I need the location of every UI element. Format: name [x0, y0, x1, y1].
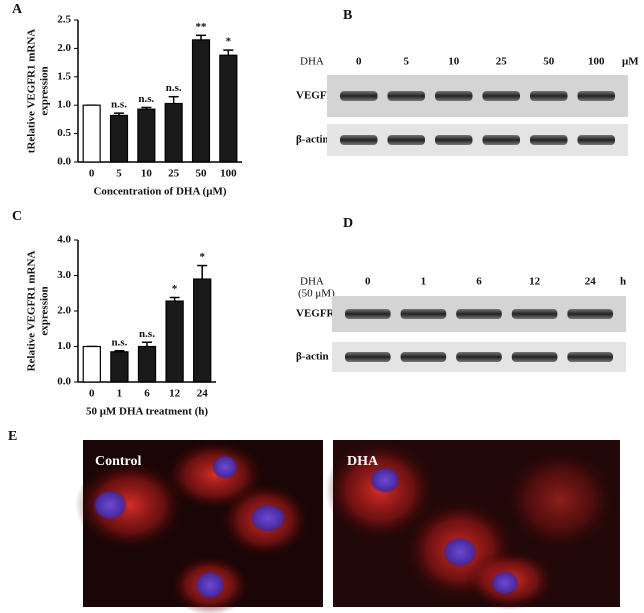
- y-tick-label: 2.5: [57, 14, 71, 26]
- y-tick-label: 1.5: [57, 70, 71, 82]
- bar: [109, 114, 129, 163]
- y-tick-label: 2.0: [57, 305, 71, 317]
- dose-label: (50 μM): [298, 288, 335, 300]
- panel-label: A: [12, 2, 23, 17]
- lane-label: 0: [356, 56, 362, 68]
- bar: [82, 345, 101, 383]
- blot-band: [400, 309, 447, 319]
- x-tick-label: 1: [117, 388, 123, 400]
- row-label: β-actin: [296, 351, 329, 363]
- lane-label: 12: [529, 276, 541, 288]
- lane-label: 6: [476, 276, 482, 288]
- x-tick-label: 12: [169, 388, 181, 400]
- blot-band: [345, 352, 391, 362]
- blot-band: [400, 352, 447, 362]
- panel-label: E: [8, 429, 17, 444]
- lane-label: 5: [404, 56, 410, 68]
- significance-label: *: [172, 283, 178, 295]
- significance-label: *: [199, 251, 205, 263]
- x-tick-label: 25: [168, 168, 180, 180]
- x-tick-label: 0: [89, 168, 95, 180]
- significance-label: n.s.: [111, 99, 127, 111]
- significance-label: *: [226, 36, 232, 48]
- blot-band: [387, 135, 425, 145]
- y-tick-label: 1.0: [57, 99, 71, 111]
- x-axis-label: Concentration of DHA (μM): [93, 186, 226, 198]
- y-tick-label: 2.0: [57, 42, 71, 54]
- blot-band: [387, 91, 425, 101]
- blot-band: [511, 352, 558, 362]
- image-label: Control: [95, 454, 142, 469]
- blot-band: [435, 91, 473, 101]
- blot-band: [567, 309, 613, 319]
- row-label: β-actin: [296, 134, 329, 146]
- treatment-label: DHA: [300, 56, 324, 68]
- bar: [137, 108, 156, 163]
- unit-label: μM: [622, 56, 639, 68]
- bar: [82, 104, 101, 163]
- unit-label: h: [620, 276, 626, 288]
- significance-label: n.s.: [111, 336, 127, 348]
- lane-label: 0: [365, 276, 371, 288]
- lane-label: 25: [496, 56, 508, 68]
- lane-label: 50: [543, 56, 555, 68]
- x-axis-label: 50 μM DHA treatment (h): [86, 406, 208, 418]
- blot-band: [456, 352, 502, 362]
- blot-band: [340, 135, 378, 145]
- y-tick-label: 3.0: [57, 269, 71, 281]
- x-tick-label: 100: [220, 168, 237, 180]
- blot-band: [511, 309, 558, 319]
- blot-band: [456, 309, 502, 319]
- blot-band: [577, 135, 615, 145]
- blot-band: [435, 135, 473, 145]
- y-axis-label: Relative VEGFR1 mRNA: [26, 251, 38, 372]
- bar: [191, 39, 211, 163]
- bar: [137, 345, 157, 383]
- panel-label: C: [12, 209, 22, 224]
- significance-label: n.s.: [166, 82, 182, 94]
- x-tick-label: 6: [144, 388, 150, 400]
- x-tick-label: 0: [89, 388, 95, 400]
- panel-label: B: [343, 8, 352, 23]
- treatment-label: DHA: [300, 276, 324, 288]
- x-tick-label: 24: [197, 388, 209, 400]
- blot-band: [340, 91, 378, 101]
- y-tick-label: 4.0: [57, 234, 71, 246]
- panel-label: D: [343, 216, 353, 231]
- y-tick-label: 0.0: [57, 376, 71, 388]
- blot-band: [530, 135, 568, 145]
- y-axis-label: expression: [39, 286, 51, 335]
- x-tick-label: 5: [116, 168, 122, 180]
- blot-band: [567, 352, 613, 362]
- bar: [110, 351, 129, 383]
- bar: [219, 54, 238, 163]
- bar: [193, 278, 212, 383]
- significance-label: n.s.: [139, 328, 155, 340]
- y-tick-label: 1.0: [57, 340, 71, 352]
- significance-label: n.s.: [138, 93, 154, 105]
- blot-band: [577, 91, 615, 101]
- y-axis-label: expression: [39, 66, 51, 115]
- y-tick-label: 0.0: [57, 156, 71, 168]
- micrograph-control: [75, 440, 323, 613]
- lane-label: 24: [585, 276, 597, 288]
- lane-label: 1: [421, 276, 427, 288]
- blot-band: [482, 91, 520, 101]
- lane-label: 10: [448, 56, 460, 68]
- micrograph-dha: [325, 440, 620, 610]
- blot-band: [482, 135, 520, 145]
- lane-label: 100: [588, 56, 605, 68]
- significance-label: **: [196, 21, 208, 33]
- blot-band: [530, 91, 568, 101]
- y-tick-label: 0.5: [57, 127, 71, 139]
- x-tick-label: 10: [141, 168, 153, 180]
- image-label: DHA: [347, 454, 379, 469]
- x-tick-label: 50: [196, 168, 208, 180]
- blot-band: [345, 309, 391, 319]
- y-axis-label: tRelative VEGFR1 mRNA: [26, 29, 38, 153]
- bar: [165, 300, 184, 383]
- bar: [164, 102, 183, 163]
- row-label: VEGFR1: [296, 308, 340, 320]
